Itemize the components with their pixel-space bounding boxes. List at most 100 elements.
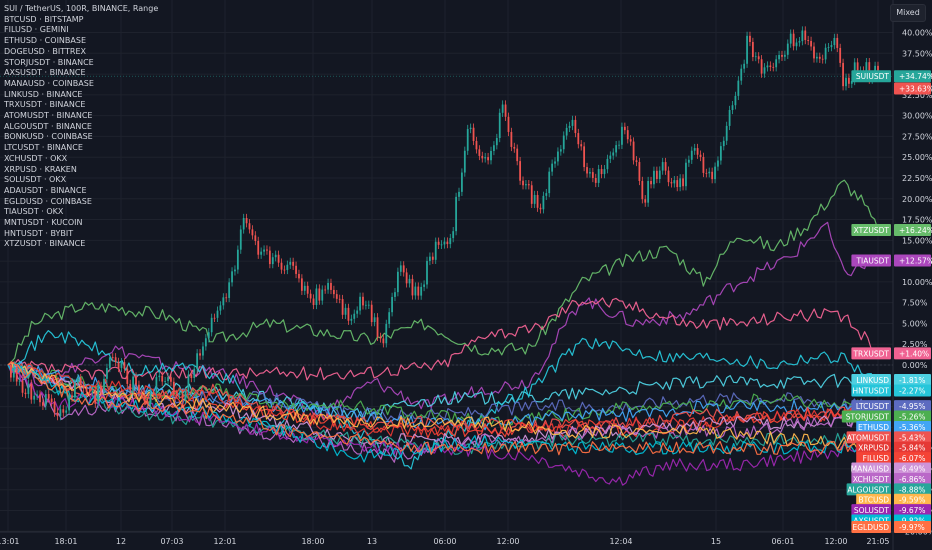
series-value-tag [894,400,931,413]
series-name-text: HNTUSDT [853,386,890,395]
series-line-filusd[interactable] [7,363,879,439]
candle-body [216,310,219,318]
mixed-scale-button[interactable]: Mixed [890,4,926,22]
label-manausd[interactable]: MANAUSD -6.49% [851,462,931,475]
legend-item[interactable]: FILUSD · GEMINI [4,25,69,35]
y-tick-label: 37.50% [902,49,932,58]
legend-item[interactable]: SOLUSDT · OKX [4,175,67,185]
candle-body [289,261,292,265]
series-name-text: ETHUSD [858,423,889,432]
label-solusdt[interactable]: SOLUSDT -9.67% [851,504,931,517]
candle-body [795,42,798,47]
label-tiausdt[interactable]: TIAUSDT +12.57% [851,254,932,267]
label-linkusd[interactable]: LINKUSD -1.81% [851,374,931,387]
legend-item[interactable]: XRPUSD · KRAKEN [4,164,77,174]
label-hntusdt[interactable]: HNTUSDT -2.27% [851,384,931,397]
label-main[interactable]: SUIUSDT +34.74% [851,70,932,83]
x-tick-label: 12:01 [213,537,236,546]
legend-item[interactable]: MANAUSD · COINBASE [4,78,94,88]
candle-body [693,148,696,151]
legend-item[interactable]: LTCUSDT · BINANCE [4,143,83,153]
candle-body [842,62,844,87]
candle-body [298,273,300,279]
candle-body [207,332,210,339]
candle-body [132,376,135,391]
candle-body [804,30,807,41]
label-trxusdt[interactable]: TRXUSDT +1.40% [851,347,931,360]
candle-body [394,292,396,297]
series-line-egldusd[interactable] [7,361,879,456]
legend-item[interactable]: ETHUSD · COINBASE [4,36,86,46]
candle-body [175,393,178,395]
legend-item[interactable]: STORJUSDT · BINANCE [4,57,94,67]
legend-item[interactable]: XCHUSDT · OKX [4,153,68,163]
candle-body [789,33,792,44]
label-algousdt[interactable]: ALGOUSDT -8.88% [846,483,931,496]
candle-body [402,265,405,273]
candle-body [420,286,423,296]
series-line-algousdt[interactable] [7,361,879,455]
legend-item[interactable]: ADAUSDT · BINANCE [4,185,87,195]
candle-body [332,289,335,295]
candle-body [554,161,556,164]
legend-item[interactable]: BONKUSD · COINBASE [4,132,93,142]
legend-item[interactable]: TRXUSDT · BINANCE [4,100,86,110]
x-axis: 13:01 18:01 12 07:03 12:01 18:00 13 06:00 12:00 1… [0,0,890,546]
x-tick-label: 12:00 [824,537,847,546]
candle-body [225,297,228,299]
candle-body [277,254,280,263]
candle-body [493,145,495,151]
legend-item[interactable]: AXSUSDT · BINANCE [4,68,86,78]
legend-item[interactable]: MNTUSDT · KUCOIN [4,218,83,228]
label-xrpusd[interactable]: XRPUSD -5.84% [856,441,931,454]
label-ltcusdt[interactable]: LTCUSDT -4.95% [851,400,931,413]
candle-body [557,151,559,162]
candle-body [504,104,507,117]
candle-body [769,65,772,67]
legend-item[interactable]: HNTUSDT · BYBIT [4,228,74,238]
label-xtzusdt[interactable]: XTZUSDT +16.24% [851,224,932,237]
candle-body [507,116,510,132]
series-line-axsusdt[interactable] [7,364,879,463]
candle-body [190,374,193,379]
candle-body [181,393,184,401]
legend: SUI / TetherUS, 100R, BINANCE, Range BTC… [4,4,158,250]
series-line-btcusd[interactable] [7,361,879,452]
candle-body [234,269,236,272]
series-value-text: +12.57% [899,257,932,266]
series-line-xrpusd[interactable] [7,363,879,439]
label-btcusd[interactable]: BTCUSD -9.59% [856,493,931,506]
overlay-value-text: +33.63% [899,84,932,93]
legend-item[interactable]: EGLDUSD · COINBASE [4,196,92,206]
series-line-tiausdt[interactable] [7,221,879,419]
candle-body [146,401,149,405]
series-line-xtzusdt[interactable] [7,179,879,366]
label-xchusdt[interactable]: XCHUSDT -6.86% [851,472,931,485]
legend-list: BTCUSD · BITSTAMP FILUSD · GEMINI ETHUSD ·… [4,15,158,250]
label-egldusd[interactable]: EGLDUSD -9.9?% [851,521,931,533]
label-atomusdt[interactable]: ATOMUSDT -5.43% [846,431,931,444]
series-line-trxusdt[interactable] [7,297,879,381]
legend-item[interactable]: LINKUSD · BINANCE [4,89,83,99]
candle-body [699,154,702,157]
legend-item[interactable]: TIAUSDT · OKX [4,207,64,217]
label-ethusd[interactable]: ETHUSD -5.36% [856,420,931,433]
legend-item[interactable]: DOGEUSD · BITTREX [4,46,87,56]
candle-body [367,304,370,306]
legend-item[interactable]: BTCUSD · BITSTAMP [4,14,84,24]
candle-body [641,180,644,200]
candle-body [690,150,693,160]
candle-body [463,150,466,173]
series-line-solusdt[interactable] [7,364,879,486]
series-name-text: FILUSD [863,454,890,463]
legend-item[interactable]: XTZUSDT · BINANCE [4,239,86,249]
label-filusd[interactable]: FILUSD -6.07% [856,452,931,465]
series-name-tag [856,420,891,433]
legend-item[interactable]: ATOMUSDT · BINANCE [4,111,93,121]
candle-body [618,144,620,146]
label-storjusdt[interactable]: STORJUSDT -5.26% [841,410,931,423]
legend-item[interactable]: ALGOUSDT · BINANCE [4,121,92,131]
candle-body [743,63,746,69]
